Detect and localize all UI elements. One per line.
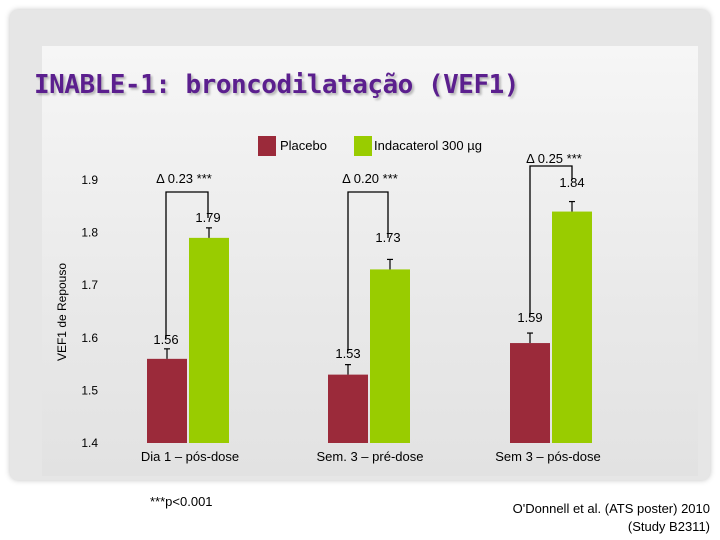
placebo-bar: [510, 343, 550, 443]
y-tick-label: 1.8: [81, 226, 98, 240]
placebo-bar: [147, 358, 187, 443]
x-category-label: Dia 1 – pós-dose: [141, 449, 239, 464]
indacaterol-bar: [370, 269, 410, 443]
y-tick-label: 1.4: [81, 436, 98, 450]
placebo-bar: [328, 374, 368, 443]
significance-bracket: [347, 191, 389, 351]
indacaterol-value-label: 1.84: [559, 175, 584, 190]
x-category-label: Sem. 3 – pré-dose: [317, 449, 424, 464]
placebo-value-label: 1.56: [153, 332, 178, 347]
delta-annotation: Δ 0.25 ***: [526, 151, 582, 166]
legend-indacaterol-label: Indacaterol 300 µg: [374, 138, 482, 153]
y-tick-label: 1.6: [81, 331, 98, 345]
indacaterol-bar: [189, 237, 229, 443]
delta-annotation: Δ 0.20 ***: [342, 171, 398, 186]
significance-bracket: [529, 165, 573, 316]
legend-placebo-swatch: [258, 136, 276, 156]
citation-line-2: (Study B2311): [627, 519, 710, 534]
y-axis-label: VEF1 de Repouso: [55, 263, 69, 361]
legend-indacaterol-swatch: [354, 136, 372, 156]
delta-annotation: Δ 0.23 ***: [156, 171, 212, 186]
significance-bracket: [165, 191, 209, 338]
significance-footnote: ***p<0.001: [150, 494, 213, 509]
indacaterol-bar: [552, 211, 592, 443]
slide-title: INABLE-1: broncodilatação (VEF1): [34, 70, 519, 100]
y-tick-label: 1.7: [81, 278, 98, 292]
y-tick-label: 1.9: [81, 173, 98, 187]
citation-line-1: O'Donnell et al. (ATS poster) 2010: [512, 501, 710, 516]
y-tick-label: 1.5: [81, 383, 98, 397]
citation: O'Donnell et al. (ATS poster) 2010 (Stud…: [513, 500, 710, 536]
x-category-label: Sem 3 – pós-dose: [495, 449, 601, 464]
legend-placebo-label: Placebo: [280, 138, 327, 153]
placebo-value-label: 1.59: [517, 310, 542, 325]
placebo-value-label: 1.53: [335, 346, 360, 361]
